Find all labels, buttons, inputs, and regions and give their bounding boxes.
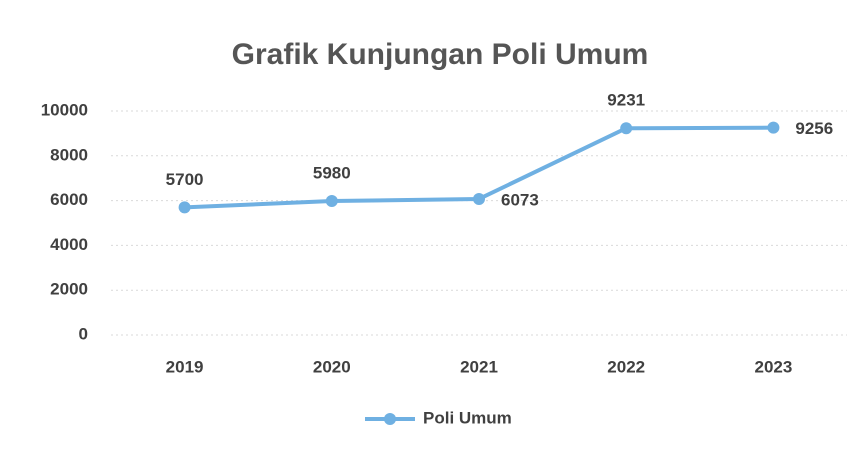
data-label: 5980 (313, 164, 351, 183)
data-label: 9231 (607, 91, 645, 110)
chart-title: Grafik Kunjungan Poli Umum (232, 38, 649, 71)
data-point (767, 121, 780, 134)
legend-label: Poli Umum (423, 408, 512, 427)
x-tick-label: 2022 (607, 357, 645, 376)
data-point (473, 192, 485, 205)
x-tick-label: 2019 (166, 357, 204, 376)
y-tick-label: 0 (79, 324, 88, 343)
data-label: 5700 (166, 170, 204, 189)
y-tick-label: 4000 (50, 235, 88, 254)
data-label: 9256 (795, 119, 833, 138)
data-point (620, 122, 633, 135)
y-tick-label: 2000 (50, 280, 88, 299)
data-point (178, 201, 191, 214)
x-tick-label: 2021 (460, 357, 498, 376)
legend-marker (384, 413, 396, 425)
data-point (325, 195, 338, 208)
x-tick-label: 2020 (313, 357, 351, 376)
data-label: 6073 (501, 190, 539, 209)
y-tick-label: 8000 (50, 145, 88, 164)
y-tick-label: 6000 (50, 190, 88, 209)
x-tick-label: 2023 (754, 357, 792, 376)
y-tick-label: 10000 (41, 100, 88, 119)
